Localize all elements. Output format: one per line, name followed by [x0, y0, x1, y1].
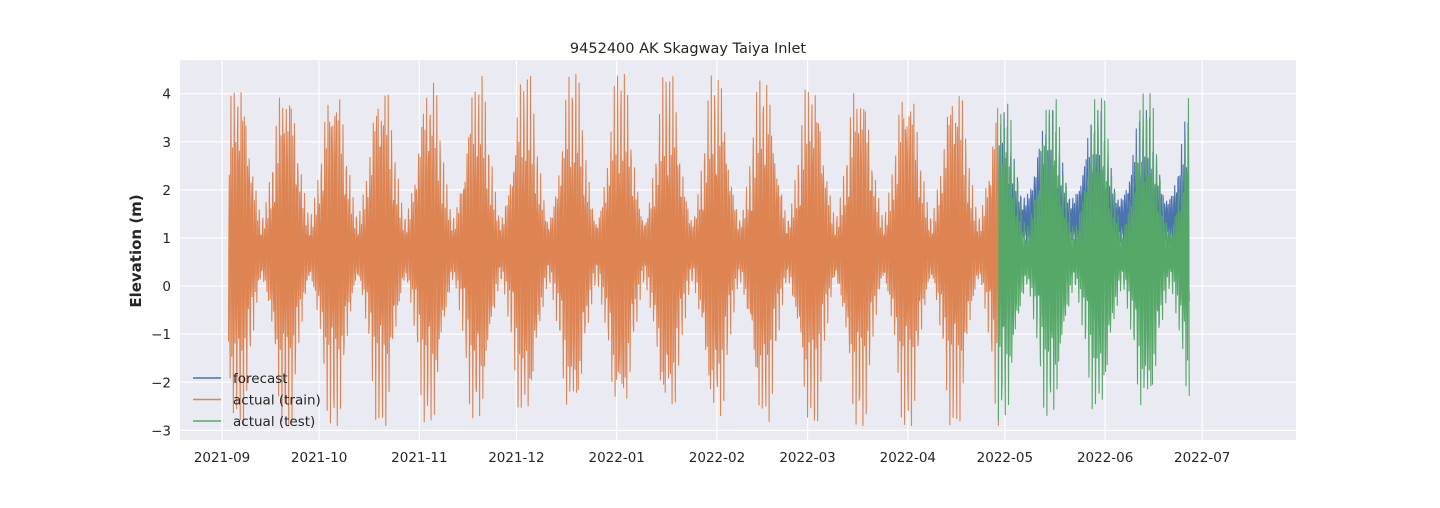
y-tick-label: 4	[162, 87, 171, 103]
series-line-actual-test	[997, 93, 1190, 421]
series-layer	[227, 73, 1190, 427]
x-tick-label: 2022-02	[689, 450, 745, 466]
x-tick-label: 2021-10	[291, 450, 347, 466]
y-tick-label: −2	[151, 375, 171, 391]
y-axis-label: Elevation (m)	[127, 194, 145, 307]
legend-label: forecast	[233, 371, 288, 387]
legend: forecast actual (train) actual (test)	[193, 371, 321, 430]
x-tick-label: 2022-03	[779, 450, 835, 466]
y-tick-label: 2	[162, 183, 171, 199]
x-tick-label: 2021-09	[194, 450, 250, 466]
x-tick-labels: 2021-09 2021-10 2021-11 2021-12 2022-01 2022-…	[194, 450, 1231, 466]
y-tick-label: −1	[151, 327, 171, 343]
x-tick-label: 2022-04	[880, 450, 936, 466]
x-tick-label: 2022-06	[1077, 450, 1133, 466]
x-tick-label: 2022-01	[588, 450, 644, 466]
y-tick-label: 3	[162, 135, 171, 151]
legend-label: actual (test)	[233, 414, 315, 430]
y-tick-label: −3	[151, 423, 171, 439]
chart-title: 9452400 AK Skagway Taiya Inlet	[570, 41, 806, 57]
legend-label: actual (train)	[233, 393, 321, 409]
x-tick-label: 2021-11	[391, 450, 447, 466]
y-tick-labels: −3 −2 −1 0 1 2 3 4	[151, 87, 171, 440]
x-tick-label: 2021-12	[488, 450, 544, 466]
x-tick-label: 2022-05	[977, 450, 1033, 466]
series-line-actual-train	[227, 73, 999, 427]
y-tick-label: 1	[162, 231, 171, 247]
y-tick-label: 0	[162, 279, 171, 295]
x-tick-label: 2022-07	[1174, 450, 1230, 466]
